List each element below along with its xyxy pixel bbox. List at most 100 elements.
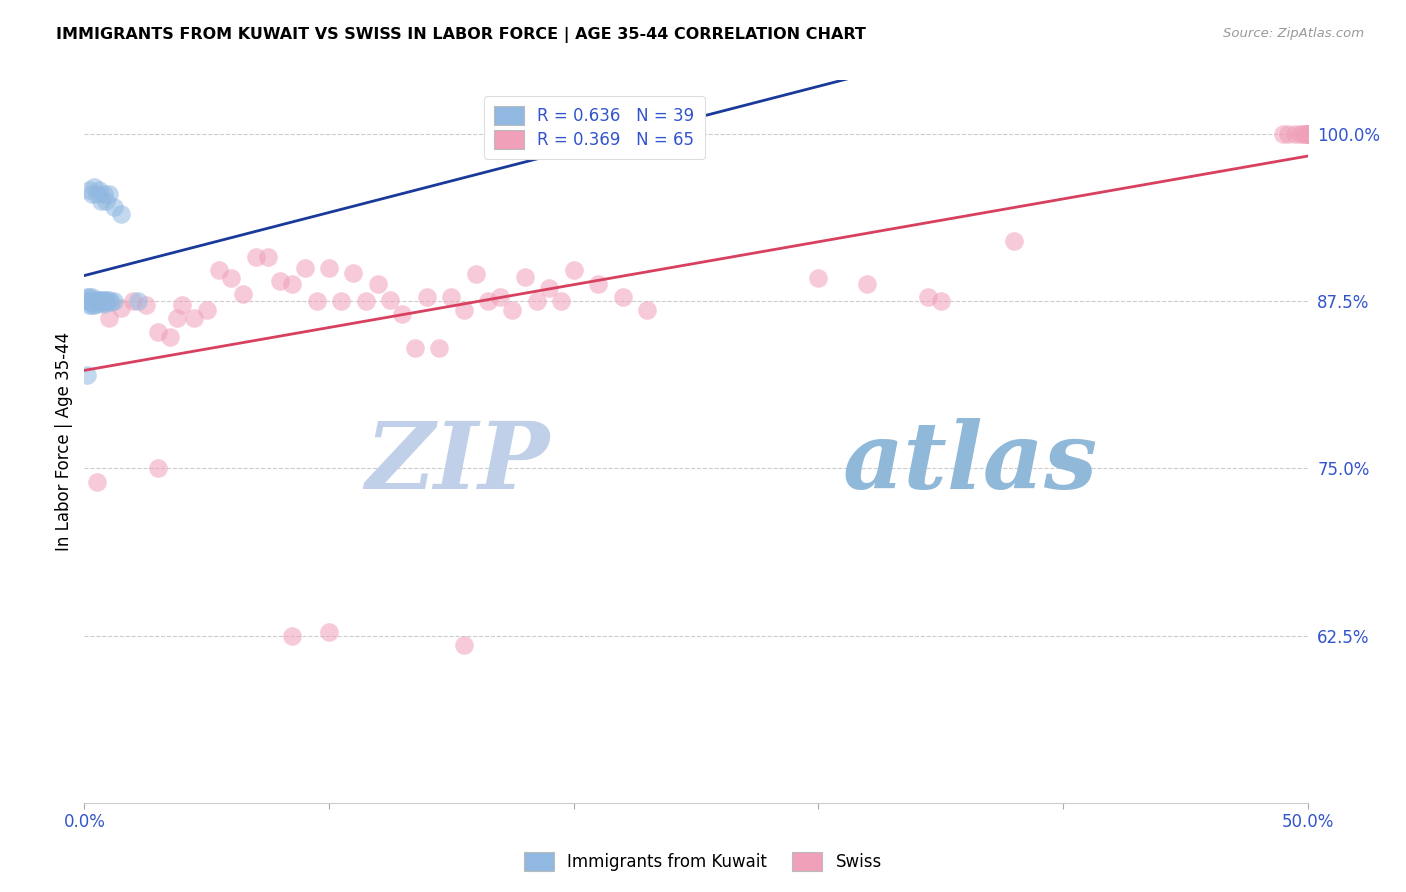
Text: ZIP: ZIP xyxy=(366,418,550,508)
Point xyxy=(502,303,524,318)
Point xyxy=(97,311,120,326)
Point xyxy=(77,298,100,312)
Point xyxy=(80,187,103,202)
Point xyxy=(281,629,304,643)
Point xyxy=(318,624,340,639)
Point xyxy=(1277,127,1299,141)
Point xyxy=(96,194,118,208)
Point xyxy=(917,290,939,304)
Point xyxy=(477,294,499,309)
Point xyxy=(208,263,231,277)
Point xyxy=(929,294,952,309)
Point xyxy=(87,293,110,307)
Point xyxy=(1284,127,1306,141)
Point xyxy=(122,294,145,309)
Point xyxy=(86,296,108,311)
Point xyxy=(90,194,112,208)
Point xyxy=(83,294,105,309)
Point xyxy=(110,207,132,221)
Point xyxy=(269,274,291,288)
Point xyxy=(380,293,402,307)
Point xyxy=(1296,127,1319,141)
Point xyxy=(183,311,205,326)
Point xyxy=(83,180,105,194)
Point xyxy=(93,296,115,311)
Point xyxy=(1002,234,1025,248)
Point xyxy=(342,266,364,280)
Text: atlas: atlas xyxy=(842,418,1098,508)
Point xyxy=(856,277,879,291)
Point xyxy=(80,295,103,310)
Point xyxy=(562,263,585,277)
Point xyxy=(96,293,118,307)
Point xyxy=(636,127,658,141)
Point xyxy=(440,290,463,304)
Point xyxy=(586,277,609,291)
Point xyxy=(97,187,120,202)
Point xyxy=(86,187,108,202)
Point xyxy=(219,271,242,285)
Point xyxy=(83,298,105,312)
Point xyxy=(318,260,340,275)
Point xyxy=(427,341,450,355)
Legend: R = 0.636   N = 39, R = 0.369   N = 65: R = 0.636 N = 39, R = 0.369 N = 65 xyxy=(484,95,704,160)
Point xyxy=(80,290,103,304)
Point xyxy=(77,294,100,309)
Point xyxy=(367,277,389,291)
Point xyxy=(538,280,561,294)
Point xyxy=(489,290,512,304)
Point xyxy=(464,268,486,282)
Point xyxy=(135,298,157,312)
Point xyxy=(1294,127,1316,141)
Point xyxy=(97,293,120,307)
Text: IMMIGRANTS FROM KUWAIT VS SWISS IN LABOR FORCE | AGE 35-44 CORRELATION CHART: IMMIGRANTS FROM KUWAIT VS SWISS IN LABOR… xyxy=(56,27,866,43)
Point xyxy=(86,293,108,307)
Point xyxy=(195,303,218,318)
Point xyxy=(93,293,115,307)
Point xyxy=(100,295,122,310)
Point xyxy=(87,183,110,197)
Point xyxy=(1296,127,1319,141)
Point xyxy=(281,277,304,291)
Point xyxy=(127,294,149,309)
Point xyxy=(103,201,125,215)
Text: Source: ZipAtlas.com: Source: ZipAtlas.com xyxy=(1223,27,1364,40)
Point xyxy=(103,294,125,309)
Point xyxy=(526,294,548,309)
Point xyxy=(453,638,475,652)
Point xyxy=(90,293,112,307)
Point xyxy=(1296,127,1319,141)
Point xyxy=(294,260,316,275)
Point xyxy=(93,187,115,202)
Legend: Immigrants from Kuwait, Swiss: Immigrants from Kuwait, Swiss xyxy=(516,843,890,880)
Point xyxy=(96,295,118,310)
Point xyxy=(612,290,634,304)
Point xyxy=(146,461,169,475)
Point xyxy=(354,294,377,309)
Point xyxy=(76,294,98,309)
Point xyxy=(330,294,353,309)
Point xyxy=(76,368,98,382)
Point xyxy=(80,298,103,312)
Point xyxy=(1289,127,1312,141)
Y-axis label: In Labor Force | Age 35-44: In Labor Force | Age 35-44 xyxy=(55,332,73,551)
Point xyxy=(166,311,188,326)
Point xyxy=(245,250,267,264)
Point xyxy=(110,301,132,315)
Point xyxy=(172,298,194,312)
Point xyxy=(90,295,112,310)
Point xyxy=(1272,127,1295,141)
Point xyxy=(86,294,108,309)
Point xyxy=(305,294,328,309)
Point xyxy=(391,308,413,322)
Point xyxy=(1296,127,1319,141)
Point xyxy=(76,290,98,304)
Point xyxy=(257,250,280,264)
Point xyxy=(146,325,169,339)
Point xyxy=(1296,127,1319,141)
Point xyxy=(1292,127,1315,141)
Point xyxy=(550,294,572,309)
Point xyxy=(232,287,254,301)
Point xyxy=(159,330,181,344)
Point xyxy=(77,290,100,304)
